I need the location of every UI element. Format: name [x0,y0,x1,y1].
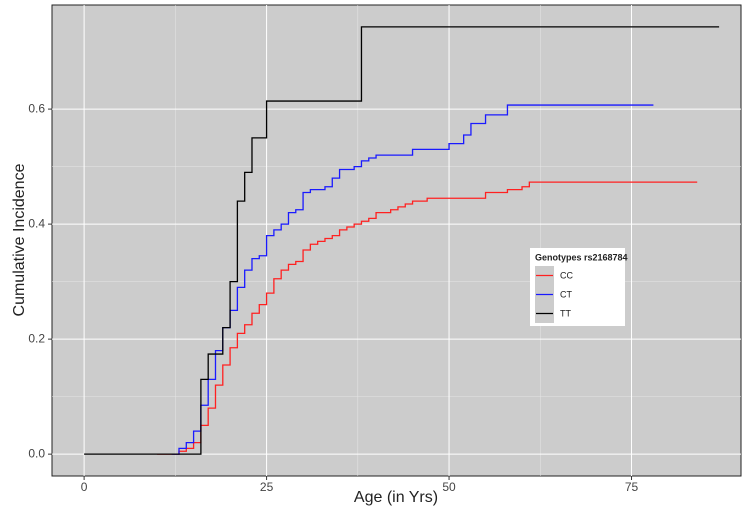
y-tick-label: 0.2 [28,331,45,345]
y-tick-label: 0.4 [28,216,45,230]
legend-title: Genotypes rs2168784 [535,252,628,262]
legend-label: CT [560,289,572,299]
step-line [171,104,654,455]
y-axis-title: Cumulative Incidence [11,163,28,316]
x-axis-title: Age (in Yrs) [354,489,438,506]
y-tick-label: 0.0 [28,446,45,460]
legend-label: TT [560,308,571,318]
step-line [157,181,698,455]
x-tick-label: 50 [442,480,456,494]
y-tick-label: 0.6 [28,101,45,115]
plot-panel [51,4,742,477]
x-tick-label: 0 [81,480,88,494]
step-line [84,26,720,455]
legend-label: CC [560,270,573,280]
x-tick-label: 75 [625,480,639,494]
x-tick-label: 25 [260,480,274,494]
